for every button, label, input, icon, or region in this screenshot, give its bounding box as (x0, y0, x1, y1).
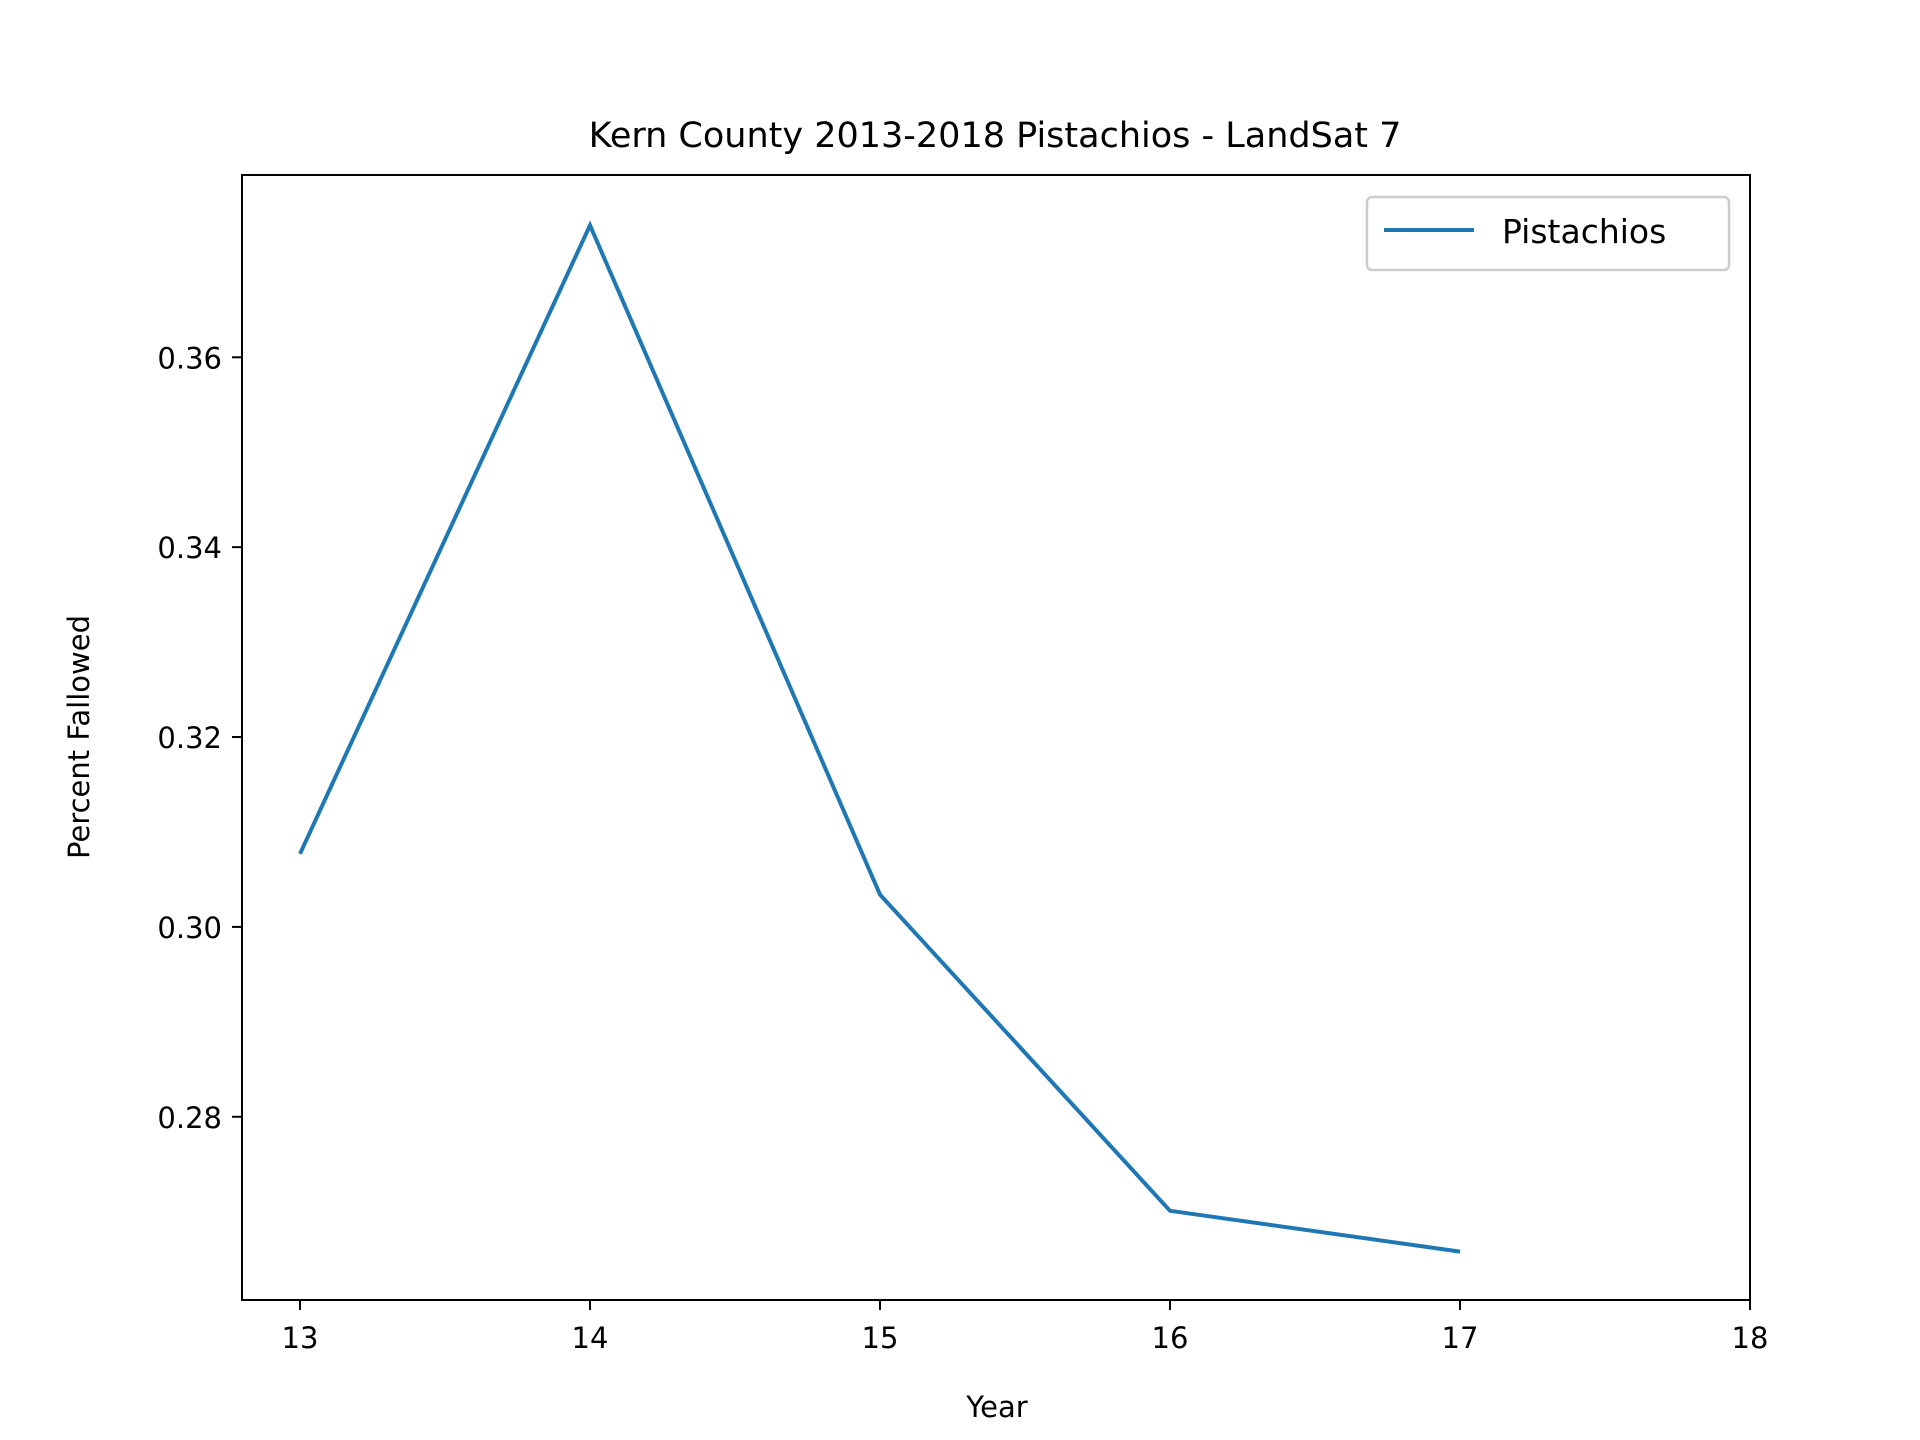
x-tick-label: 18 (1732, 1321, 1769, 1355)
y-tick-label: 0.30 (157, 911, 222, 945)
y-tick-label: 0.34 (157, 531, 222, 565)
y-axis-ticks: 0.28 0.30 0.32 0.34 0.36 (157, 341, 242, 1135)
legend-box (1365, 195, 1731, 272)
legend: Pistachios (1365, 195, 1731, 272)
y-tick-label: 0.32 (157, 721, 222, 755)
chart-title: Kern County 2013-2018 Pistachios - LandS… (589, 116, 1402, 156)
y-tick-label: 0.28 (157, 1101, 222, 1135)
series-line-pistachios (298, 220, 1461, 1254)
y-tick-label: 0.36 (157, 341, 222, 375)
y-axis-label: Percent Fallowed (62, 615, 96, 859)
x-tick-label: 15 (862, 1321, 899, 1355)
x-tick-label: 14 (572, 1321, 609, 1355)
x-axis-label: Year (965, 1390, 1027, 1424)
legend-label-pistachios: Pistachios (1502, 212, 1666, 251)
x-tick-label: 13 (282, 1321, 319, 1355)
x-axis-ticks: 13 14 15 16 17 18 (282, 1300, 1769, 1355)
x-tick-label: 16 (1152, 1321, 1189, 1355)
series-layer (298, 220, 1461, 1254)
x-tick-label: 17 (1442, 1321, 1479, 1355)
